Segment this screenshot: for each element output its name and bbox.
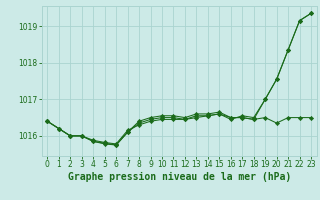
X-axis label: Graphe pression niveau de la mer (hPa): Graphe pression niveau de la mer (hPa) [68, 172, 291, 182]
